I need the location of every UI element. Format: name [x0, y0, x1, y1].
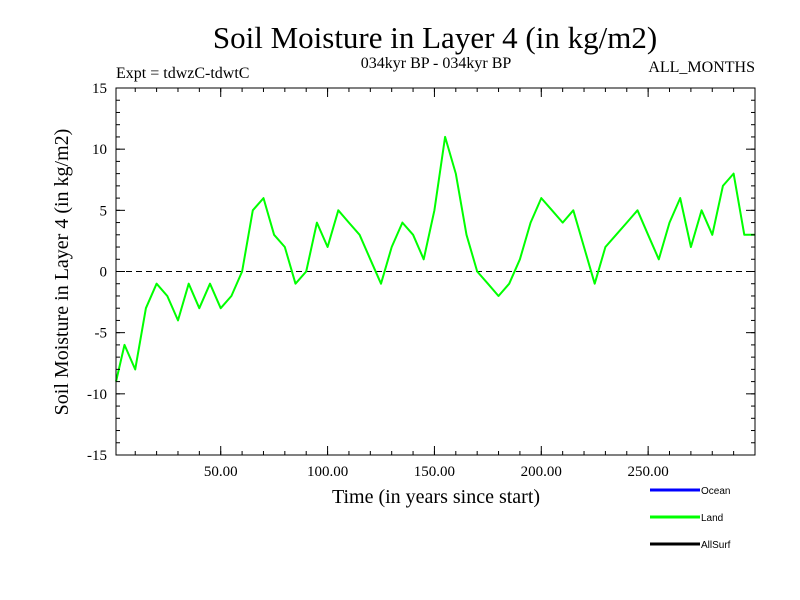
y-tick-label: 10 — [92, 142, 107, 158]
x-tick-label: 150.00 — [414, 464, 455, 480]
x-tick-label: 200.00 — [521, 464, 562, 480]
legend-label-ocean: Ocean — [701, 486, 730, 497]
series-line-land — [115, 135, 755, 382]
x-tick-label: 250.00 — [628, 464, 669, 480]
y-tick-label: -15 — [87, 448, 107, 464]
subtitle-center: 034kyr BP - 034kyr BP — [361, 55, 512, 72]
subtitle-right: ALL_MONTHS — [648, 59, 755, 76]
subtitle-left: Expt = tdwzC-tdwtC — [116, 65, 249, 82]
y-tick-label: 0 — [100, 265, 108, 281]
legend-label-allsurf: AllSurf — [701, 540, 731, 551]
y-tick-label: 5 — [100, 203, 108, 219]
y-tick-label: 15 — [92, 81, 107, 97]
legend: Ocean Land AllSurf — [650, 486, 731, 551]
y-axis-label: Soil Moisture in Layer 4 (in kg/m2) — [51, 129, 73, 416]
legend-label-land: Land — [701, 513, 723, 524]
chart-title: Soil Moisture in Layer 4 (in kg/m2) — [213, 20, 657, 55]
x-tick-label: 100.00 — [307, 464, 348, 480]
y-tick-label: -10 — [87, 387, 107, 403]
x-axis-label: Time (in years since start) — [332, 486, 540, 508]
plot-area: 50.00 100.00 150.00 200.00 250.00 -15 -10 -5 0 5 1… — [87, 81, 756, 480]
x-tick-label: 50.00 — [204, 464, 238, 480]
y-tick-label: -5 — [95, 326, 108, 342]
